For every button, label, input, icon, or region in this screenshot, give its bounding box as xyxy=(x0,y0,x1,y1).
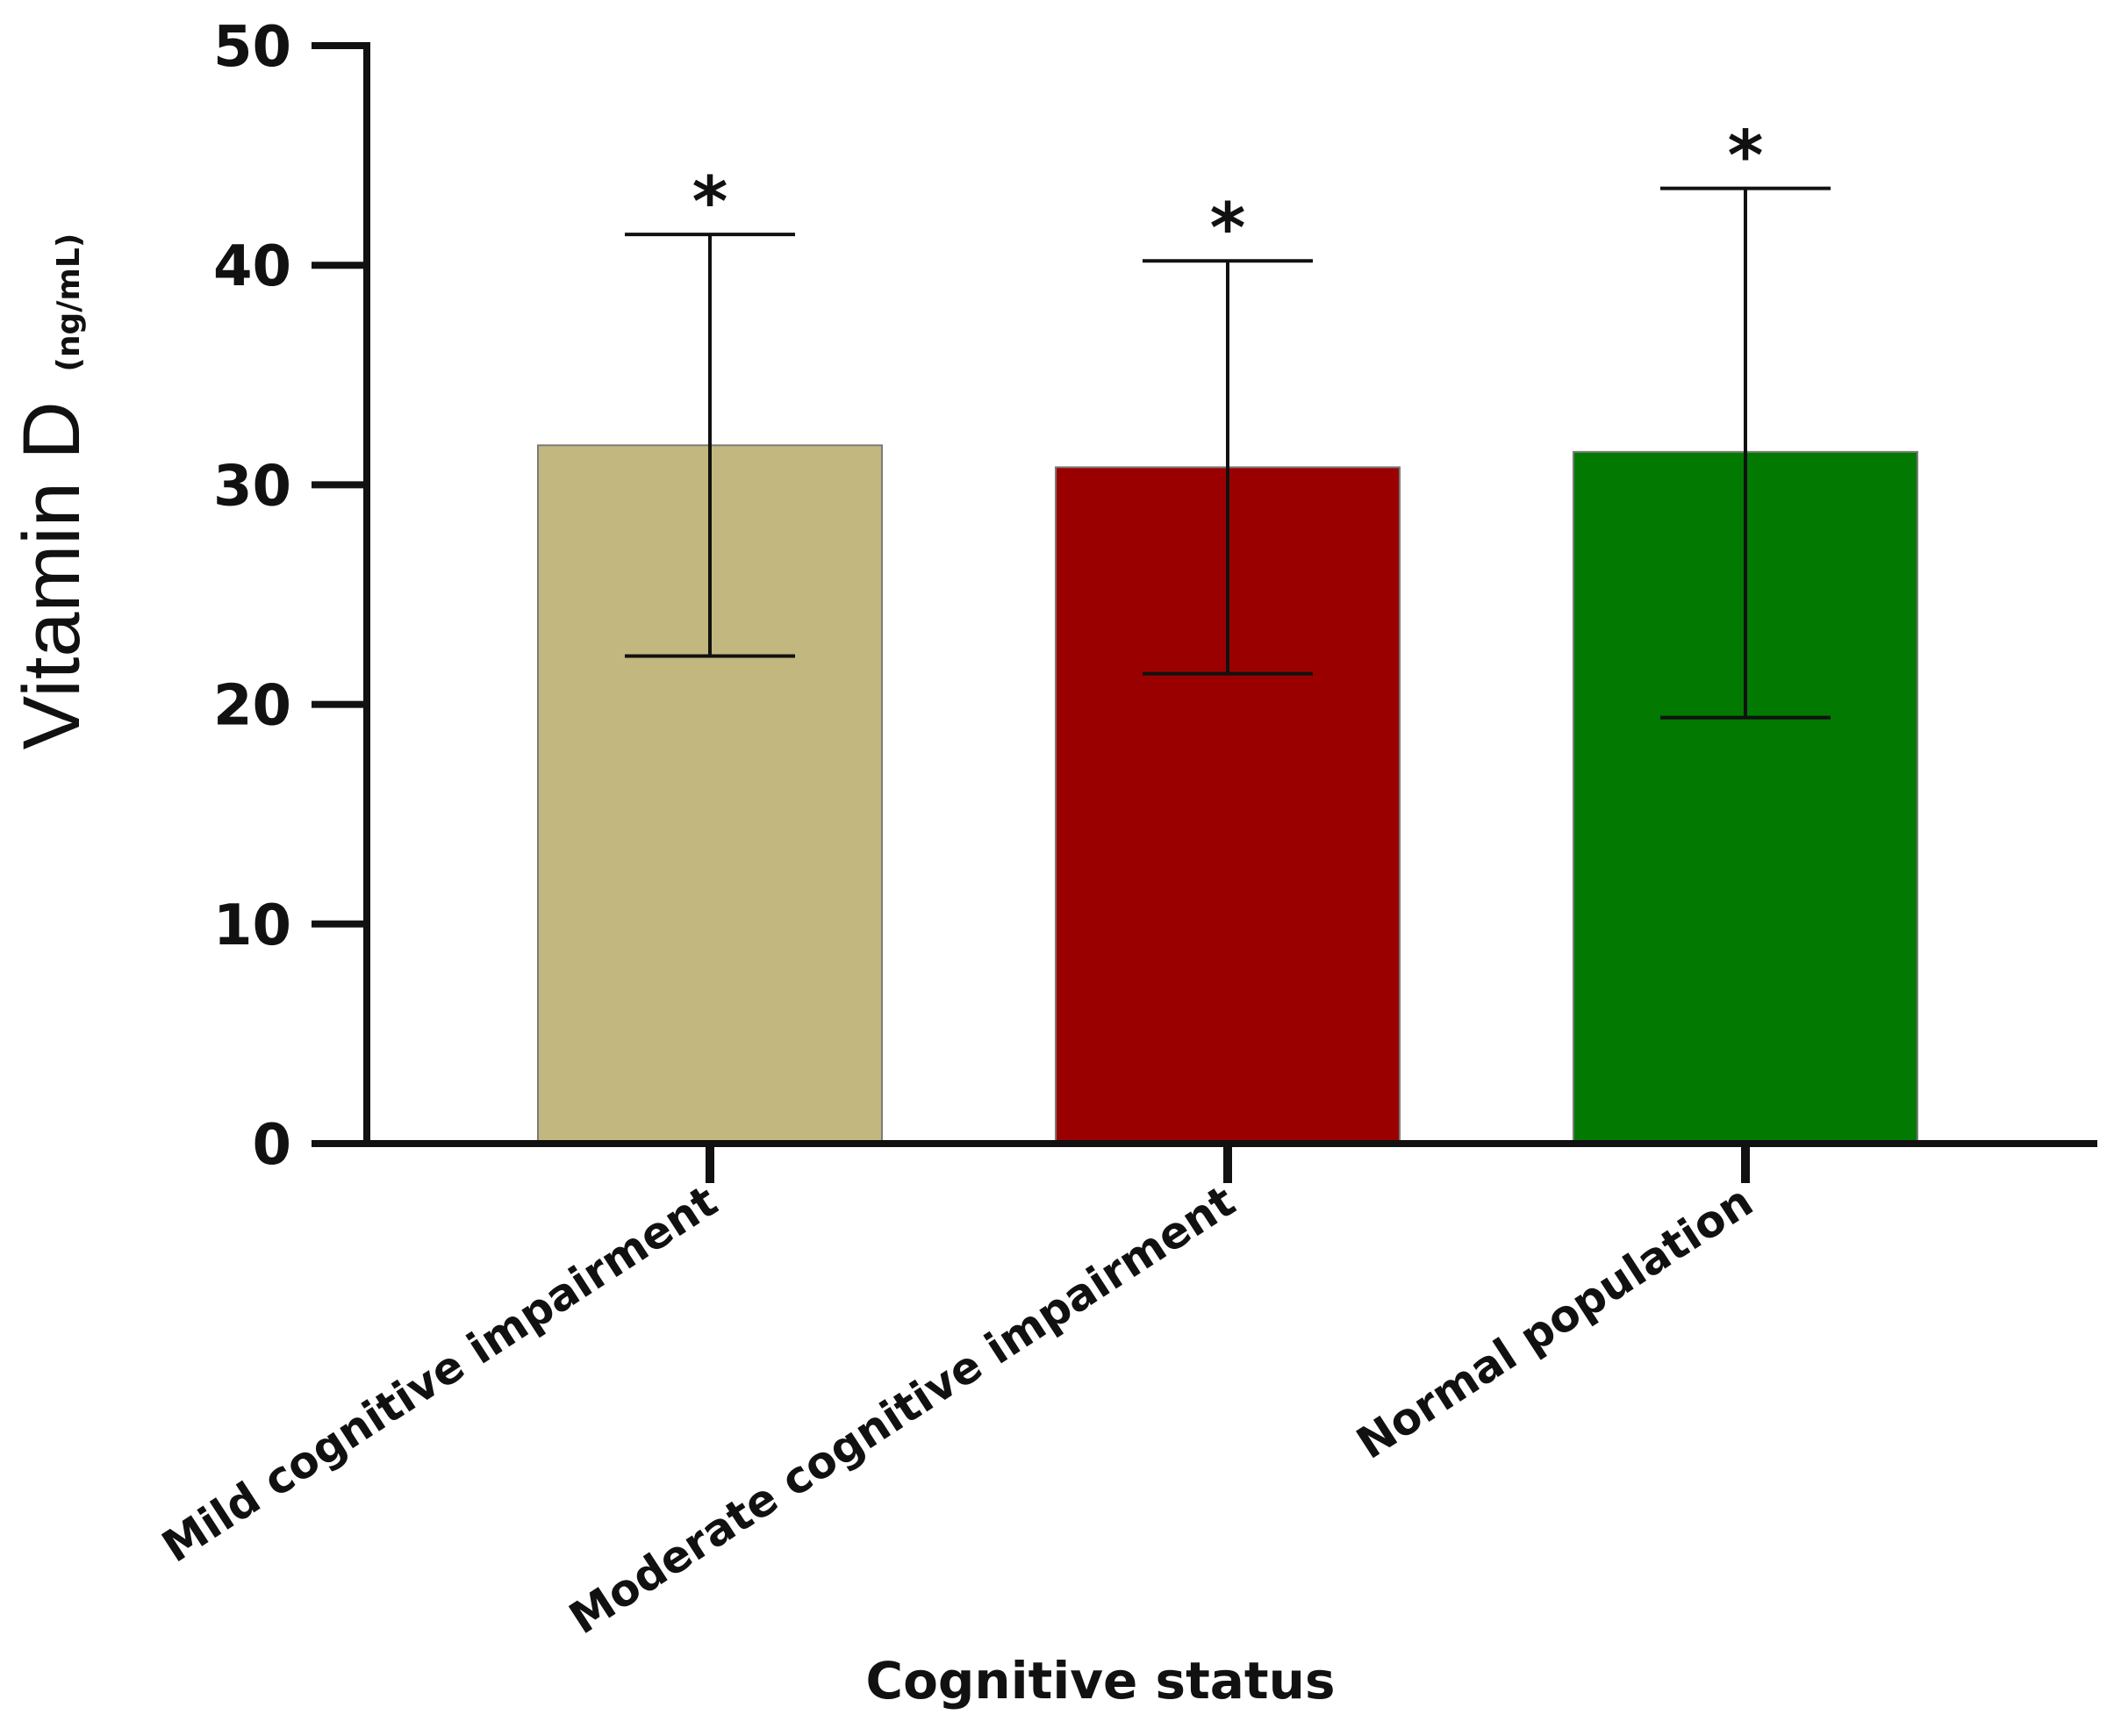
error-bars-layer xyxy=(625,186,1831,720)
y-tick-label: 20 xyxy=(213,674,291,739)
y-axis-title-unit: (ng/mL) xyxy=(51,233,87,372)
x-tick-label: Normal population xyxy=(1348,1175,1762,1468)
x-axis-title: Cognitive status xyxy=(866,1651,1336,1711)
y-tick-label: 50 xyxy=(213,15,291,80)
y-tick-label: 0 xyxy=(252,1113,291,1178)
x-tick-label: Mild cognitive impairment xyxy=(154,1175,727,1572)
significance-marker: * xyxy=(1210,190,1246,269)
significance-marker: * xyxy=(692,163,728,242)
significance-marker: * xyxy=(1728,118,1764,197)
y-tick-label: 30 xyxy=(213,454,291,519)
y-axis-title: Vitamin D (ng/mL) xyxy=(7,233,97,750)
y-axis-title-main: Vitamin D xyxy=(7,401,97,750)
y-tick-label: 40 xyxy=(213,234,291,299)
axes-layer xyxy=(312,42,2097,1183)
y-tick-label: 10 xyxy=(213,893,291,958)
